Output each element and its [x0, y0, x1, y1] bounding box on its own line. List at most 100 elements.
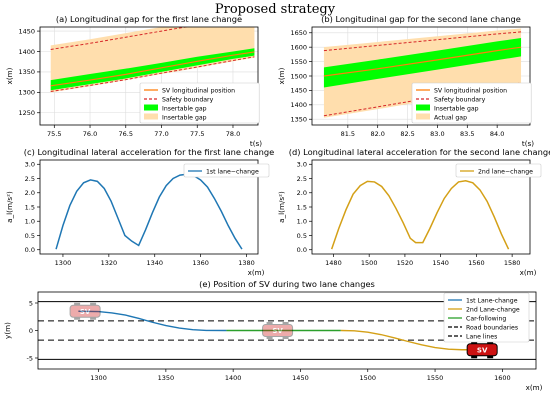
vehicle-wheel: [487, 341, 494, 344]
y-tick-label: 1550: [290, 58, 307, 66]
legend-label: SV longitudinal position: [162, 87, 235, 94]
vehicle-wheel: [74, 317, 81, 320]
chart-title: (c) Longitudinal lateral acceleration fo…: [24, 147, 274, 157]
x-tick-label: 84.0: [490, 130, 504, 138]
y-tick-label: 0.5: [297, 232, 307, 240]
vehicle-label: SV: [477, 346, 488, 354]
x-tick-label: 1450: [292, 374, 309, 382]
x-tick-label: 76.5: [119, 130, 133, 138]
vehicle-wheel: [487, 355, 494, 359]
legend-swatch: [416, 104, 430, 111]
x-tick-label: 82.0: [370, 130, 384, 138]
vehicle-body: [466, 343, 498, 357]
chart-title: (b) Longitudinal gap for the second lane…: [321, 14, 521, 24]
plot-border: [39, 26, 259, 126]
vehicle-1: SV: [69, 302, 101, 320]
chart-title: (d) Longitudinal lateral acceleration fo…: [289, 147, 550, 157]
legend-label: Safety boundary: [162, 96, 214, 103]
x-axis-label: t(s): [522, 139, 534, 148]
legend-label: 1st lane−change: [206, 168, 259, 175]
legend-box: [443, 292, 530, 343]
x-tick-label: 82.5: [400, 130, 414, 138]
legend-box: [411, 82, 532, 124]
legend-label: Safety boundary: [434, 96, 486, 103]
vehicle-2: SV: [262, 322, 294, 339]
figure-title: Proposed strategy: [215, 2, 336, 17]
trajectory-1st-lane-change: [78, 310, 227, 332]
x-axis-label: t(s): [250, 139, 262, 148]
vehicle-3: SV: [466, 341, 498, 359]
trajectory-2nd-lane-change: [340, 329, 483, 351]
y-axis-label: a_l(m/s²): [277, 191, 286, 223]
y-tick-label: 1300: [18, 89, 35, 97]
y-tick-label: 1600: [290, 43, 307, 51]
vehicle-body: [69, 304, 101, 318]
vehicle-wheel: [282, 322, 289, 325]
x-tick-label: 1560: [468, 259, 485, 267]
x-tick-label: 1300: [55, 259, 72, 267]
legend-label: Car-following: [466, 315, 506, 322]
x-tick-label: 75.5: [47, 130, 61, 138]
safety-boundary-upper: [50, 27, 189, 50]
x-tick-label: 1540: [432, 259, 449, 267]
vehicle-wheel: [471, 355, 478, 359]
legend-box: [183, 163, 270, 178]
y-tick-label: -5: [27, 354, 33, 362]
sv-position-line: [50, 51, 255, 87]
chart-panel-e: (e) Position of SV during two lane chang…: [3, 279, 543, 392]
legend-label: 1st Lane-change: [466, 297, 518, 304]
x-tick-label: 1340: [146, 259, 163, 267]
vehicle-wheel: [90, 317, 97, 320]
y-tick-label: 2.0: [25, 189, 35, 197]
legend-swatch: [144, 104, 158, 111]
x-tick-label: 83.0: [430, 130, 444, 138]
plot-border: [311, 26, 531, 126]
y-tick-label: 5: [29, 299, 33, 307]
x-tick-label: 81.5: [341, 130, 355, 138]
y-tick-label: 1400: [18, 48, 35, 56]
x-tick-label: 1380: [238, 259, 255, 267]
x-tick-label: 1350: [158, 374, 175, 382]
legend-label: Insertable gap: [162, 114, 207, 121]
y-tick-label: 1.5: [297, 203, 307, 211]
x-tick-label: 1500: [361, 259, 378, 267]
y-tick-label: 2.5: [25, 175, 35, 183]
legend-label: Road boundaries: [466, 324, 518, 331]
sv-position-line: [323, 46, 522, 77]
chart-panel-a: (a) Longitudinal gap for the first lane …: [5, 14, 262, 148]
x-axis-label: x(m): [520, 268, 537, 277]
y-tick-label: 3.0: [25, 161, 35, 169]
x-tick-label: 77.5: [190, 130, 204, 138]
y-tick-label: 0.0: [297, 246, 307, 254]
chart-panel-d: (d) Longitudinal lateral acceleration fo…: [277, 147, 550, 277]
y-tick-label: 0.0: [25, 246, 35, 254]
y-tick-label: 1450: [18, 27, 35, 35]
x-tick-label: 77.0: [154, 130, 168, 138]
x-tick-label: 1550: [427, 374, 444, 382]
plot-area: SV SV SV: [38, 301, 536, 360]
chart-panel-c: (c) Longitudinal lateral acceleration fo…: [5, 147, 274, 277]
y-tick-label: 2.0: [297, 189, 307, 197]
x-tick-label: 1480: [325, 259, 342, 267]
y-tick-label: 1500: [290, 72, 307, 80]
x-tick-label: 1300: [90, 374, 107, 382]
x-tick-label: 76.0: [83, 130, 97, 138]
y-tick-label: 1350: [18, 68, 35, 76]
legend-label: Insertable gap: [434, 105, 479, 112]
y-axis-label: a_l(m/s²): [5, 191, 14, 223]
x-tick-label: 78.0: [226, 130, 240, 138]
plot-border: [37, 291, 537, 370]
vehicle-label: SV: [80, 308, 91, 316]
legend-box: [455, 163, 542, 178]
vehicle-label: SV: [272, 327, 283, 335]
legend-label: Lane lines: [466, 333, 497, 340]
legend-swatch: [416, 113, 430, 120]
vehicle-wheel: [90, 302, 97, 306]
y-tick-label: 1350: [290, 116, 307, 124]
safety-boundary-upper: [323, 31, 522, 52]
vehicle-body: [262, 324, 294, 337]
x-tick-label: 83.5: [460, 130, 474, 138]
series-line-d: [330, 180, 510, 250]
x-tick-label: 1580: [504, 259, 521, 267]
